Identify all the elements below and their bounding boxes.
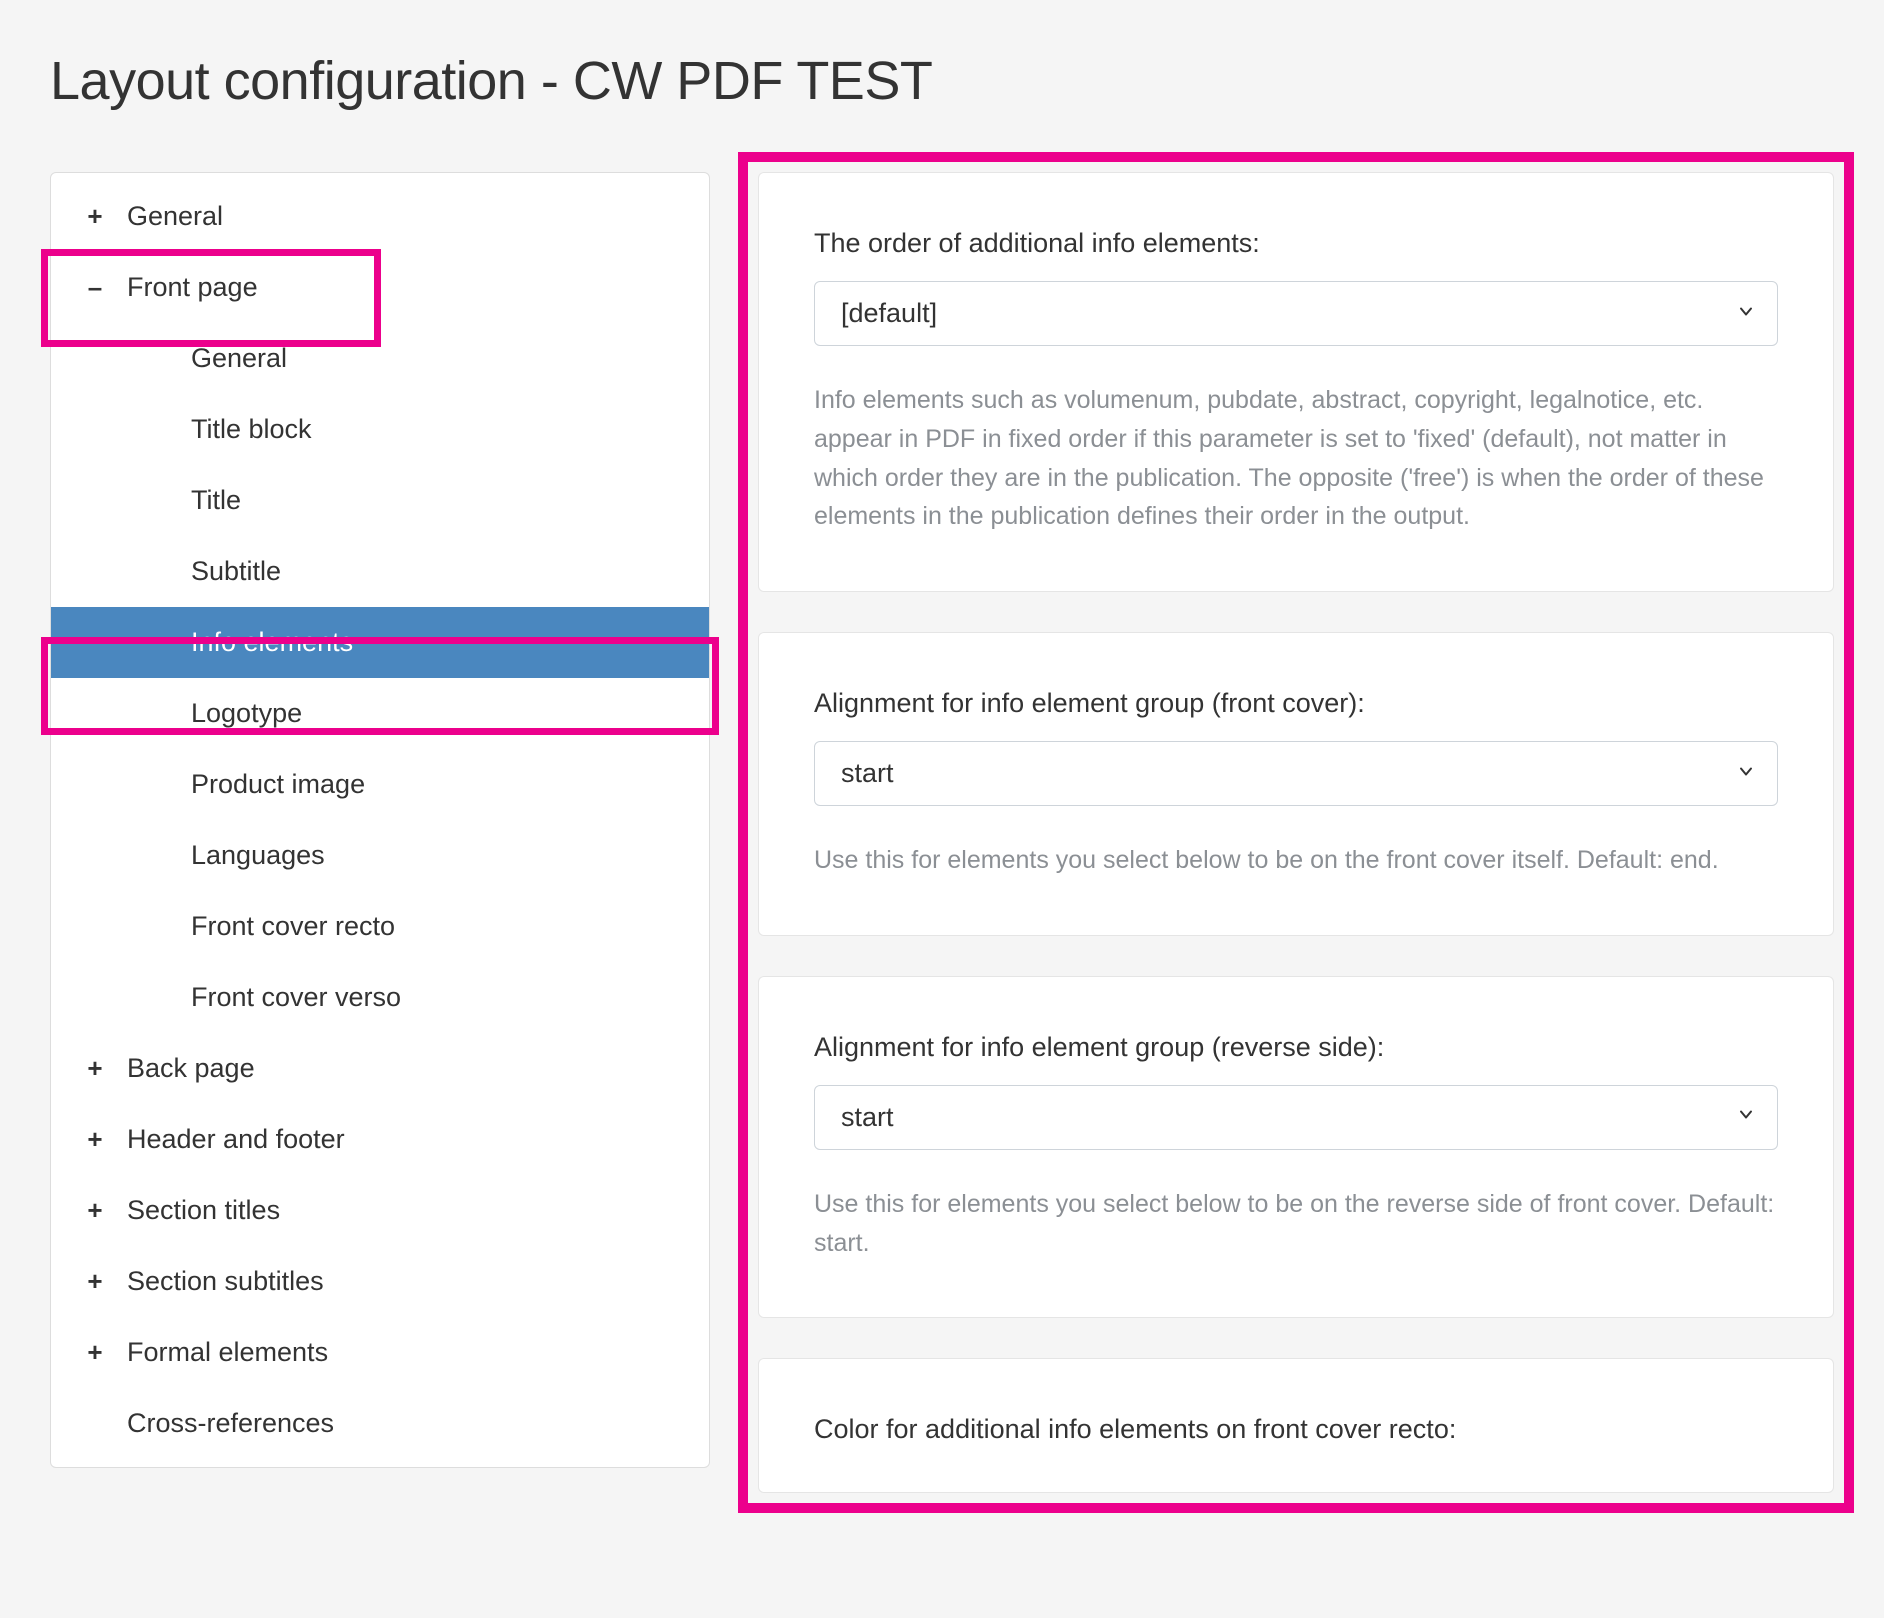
sidebar-item-section-subtitles[interactable]: + Section subtitles xyxy=(51,1246,709,1317)
select-alignment-reverse[interactable]: start xyxy=(814,1085,1778,1150)
sidebar-item-formal-elements[interactable]: + Formal elements xyxy=(51,1317,709,1388)
sidebar-item-label: Section subtitles xyxy=(127,1266,324,1297)
plus-icon: + xyxy=(81,1053,109,1084)
card-alignment-reverse: Alignment for info element group (revers… xyxy=(758,976,1834,1319)
sidebar-item-label: Product image xyxy=(191,769,365,800)
sidebar-item-label: Back page xyxy=(127,1053,255,1084)
page-title: Layout configuration - CW PDF TEST xyxy=(50,50,1834,112)
minus-icon: – xyxy=(81,272,109,303)
sidebar-item-info-elements[interactable]: Info elements xyxy=(51,607,709,678)
help-text: Use this for elements you select below t… xyxy=(814,1185,1778,1263)
sidebar-item-back-page[interactable]: + Back page xyxy=(51,1033,709,1104)
sidebar-item-label: Front cover verso xyxy=(191,982,401,1013)
select-alignment-front[interactable]: start xyxy=(814,741,1778,806)
sidebar-item-product-image[interactable]: Product image xyxy=(51,749,709,820)
sidebar-item-label: Formal elements xyxy=(127,1337,328,1368)
field-label: The order of additional info elements: xyxy=(814,228,1778,259)
card-alignment-front-cover: Alignment for info element group (front … xyxy=(758,632,1834,936)
sidebar-item-fp-general[interactable]: General xyxy=(51,323,709,394)
sidebar-item-front-cover-verso[interactable]: Front cover verso xyxy=(51,962,709,1033)
sidebar-item-label: General xyxy=(191,343,287,374)
sidebar-item-subtitle[interactable]: Subtitle xyxy=(51,536,709,607)
help-text: Info elements such as volumenum, pubdate… xyxy=(814,381,1778,536)
sidebar-item-label: Logotype xyxy=(191,698,302,729)
sidebar-item-label: Section titles xyxy=(127,1195,280,1226)
sidebar-item-cross-references[interactable]: Cross-references xyxy=(51,1388,709,1459)
select-order[interactable]: [default] xyxy=(814,281,1778,346)
sidebar-item-label: Header and footer xyxy=(127,1124,345,1155)
plus-icon: + xyxy=(81,1124,109,1155)
field-label: Alignment for info element group (front … xyxy=(814,688,1778,719)
sidebar-item-languages[interactable]: Languages xyxy=(51,820,709,891)
plus-icon: + xyxy=(81,1266,109,1297)
sidebar-item-label: Languages xyxy=(191,840,325,871)
field-label: Alignment for info element group (revers… xyxy=(814,1032,1778,1063)
sidebar-item-section-titles[interactable]: + Section titles xyxy=(51,1175,709,1246)
layout-container: + General – Front page General Title blo… xyxy=(50,172,1834,1493)
field-label: Color for additional info elements on fr… xyxy=(814,1414,1778,1445)
sidebar-item-label: Title block xyxy=(191,414,312,445)
sidebar-item-label: Subtitle xyxy=(191,556,281,587)
sidebar-item-label: Front page xyxy=(127,272,258,303)
sidebar-item-front-page[interactable]: – Front page xyxy=(51,252,709,323)
card-color-recto: Color for additional info elements on fr… xyxy=(758,1358,1834,1493)
sidebar-item-header-footer[interactable]: + Header and footer xyxy=(51,1104,709,1175)
sidebar-item-label: Title xyxy=(191,485,241,516)
sidebar-item-label: Front cover recto xyxy=(191,911,395,942)
card-order-info-elements: The order of additional info elements: [… xyxy=(758,172,1834,592)
sidebar-item-general[interactable]: + General xyxy=(51,181,709,252)
sidebar-item-title-block[interactable]: Title block xyxy=(51,394,709,465)
sidebar-item-title[interactable]: Title xyxy=(51,465,709,536)
sidebar-item-label: General xyxy=(127,201,223,232)
sidebar-item-label: Info elements xyxy=(191,627,353,658)
plus-icon: + xyxy=(81,1195,109,1226)
sidebar-item-front-cover-recto[interactable]: Front cover recto xyxy=(51,891,709,962)
plus-icon: + xyxy=(81,1337,109,1368)
main-panel: The order of additional info elements: [… xyxy=(758,172,1834,1493)
help-text: Use this for elements you select below t… xyxy=(814,841,1778,880)
plus-icon: + xyxy=(81,201,109,232)
sidebar-item-label: Cross-references xyxy=(127,1408,334,1439)
sidebar: + General – Front page General Title blo… xyxy=(50,172,710,1468)
sidebar-item-logotype[interactable]: Logotype xyxy=(51,678,709,749)
